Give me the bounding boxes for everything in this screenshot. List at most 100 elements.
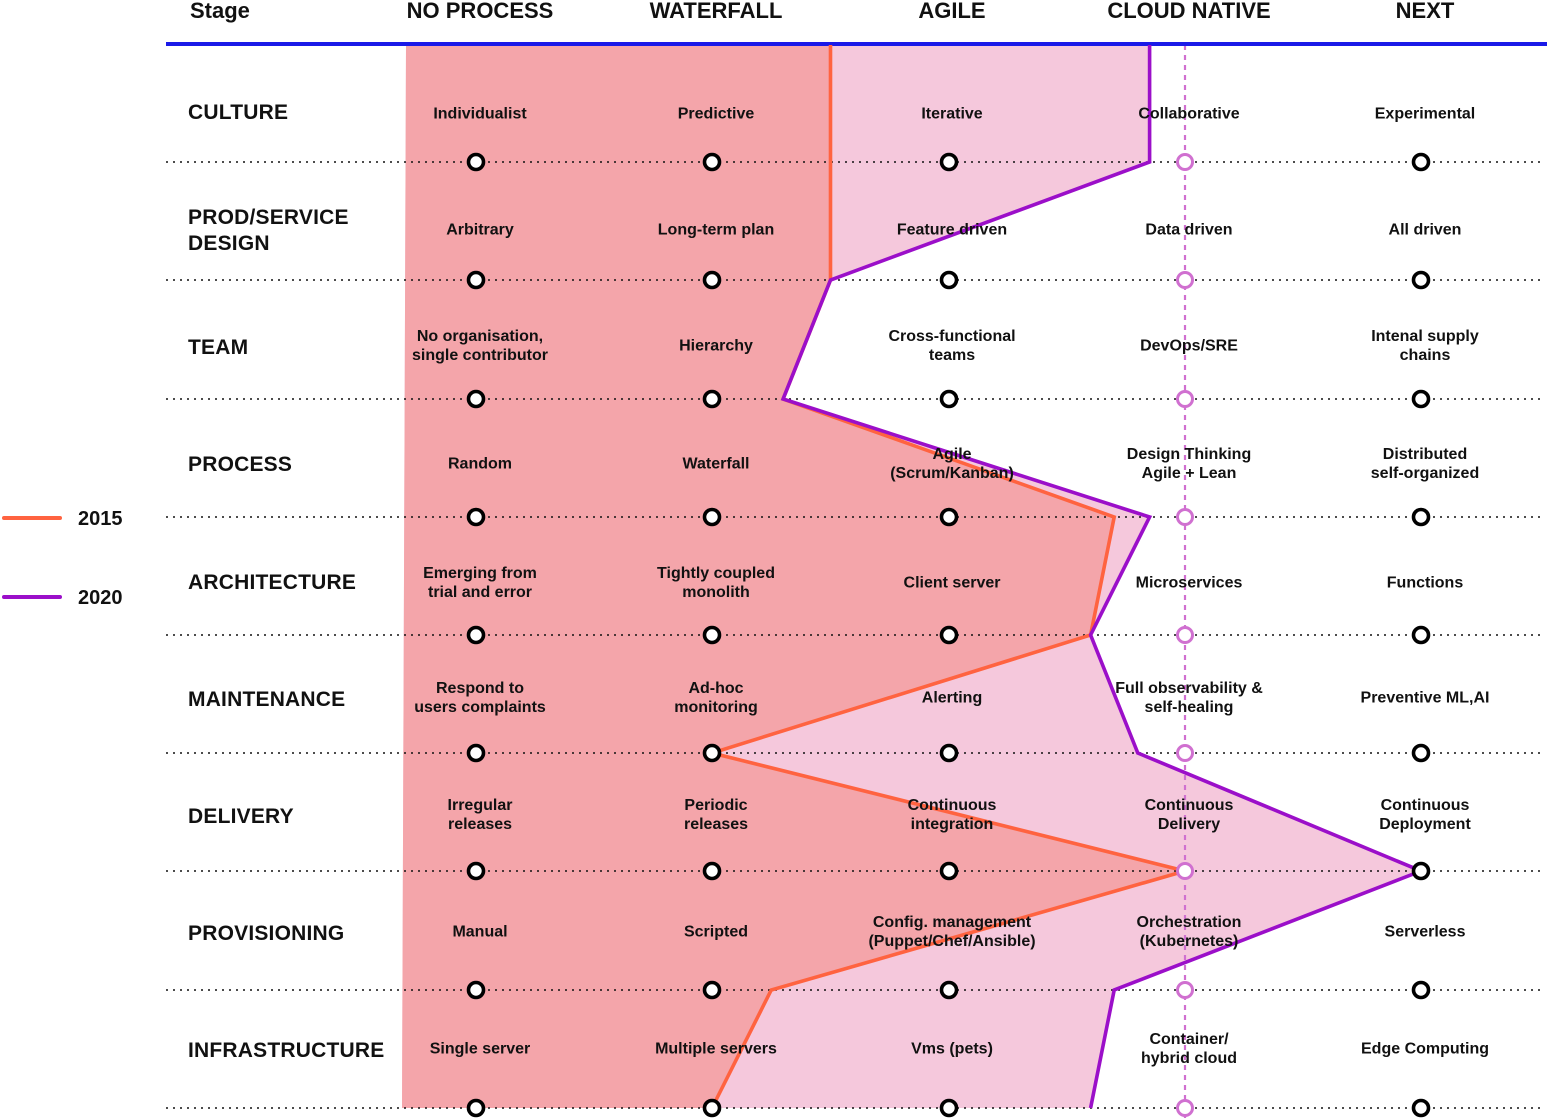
stage-marker bbox=[702, 980, 722, 1000]
stage-cell: Functions bbox=[1386, 574, 1464, 592]
stage-marker bbox=[702, 625, 722, 645]
cloud-native-marker bbox=[1176, 626, 1194, 644]
row-label: PROCESS bbox=[188, 453, 293, 476]
stage-cell: Arbitrary bbox=[446, 221, 514, 239]
stage-cell: Respond to users complaints bbox=[414, 680, 546, 716]
stage-cell: Iterative bbox=[921, 105, 983, 123]
stage-cell: Intenal supply chains bbox=[1371, 328, 1479, 364]
stage-cell: Periodic releases bbox=[683, 797, 749, 833]
stage-cell: Config. management (Puppet/Chef/Ansible) bbox=[868, 914, 1036, 950]
stage-cell: Individualist bbox=[433, 105, 527, 123]
stage-marker bbox=[466, 152, 486, 172]
series-line-2020 bbox=[780, 45, 1426, 1109]
row-label: TEAM bbox=[188, 336, 249, 359]
stage-cell: Feature driven bbox=[896, 221, 1008, 239]
stage-cell: Continuous integration bbox=[907, 797, 997, 833]
stage-cell: Container/ hybrid cloud bbox=[1141, 1031, 1237, 1067]
stage-marker bbox=[466, 1098, 486, 1118]
stage-marker bbox=[702, 507, 722, 527]
stage-marker bbox=[466, 980, 486, 1000]
series-line-2015 bbox=[705, 45, 1192, 1109]
cloud-native-marker bbox=[1176, 862, 1194, 880]
column-header: CLOUD NATIVE bbox=[1107, 0, 1271, 23]
stage-marker bbox=[466, 389, 486, 409]
stage-marker bbox=[1411, 270, 1431, 290]
cloud-native-marker bbox=[1176, 271, 1194, 289]
stage-marker bbox=[466, 861, 486, 881]
column-header: WATERFALL bbox=[649, 0, 783, 23]
row-label: PROD/SERVICE DESIGN bbox=[188, 206, 349, 255]
stage-cell: Ad-hoc monitoring bbox=[674, 680, 758, 716]
legend-2020-label: 2020 bbox=[78, 587, 123, 609]
stage-marker bbox=[466, 625, 486, 645]
stage-marker bbox=[702, 1098, 722, 1118]
row-label: ARCHITECTURE bbox=[188, 571, 357, 594]
stage-cell: Microservices bbox=[1135, 574, 1243, 592]
stage-cell: Irregular releases bbox=[447, 797, 513, 833]
stage-marker bbox=[1411, 389, 1431, 409]
stage-marker bbox=[1411, 1098, 1431, 1118]
cloud-native-marker bbox=[1176, 153, 1194, 171]
stage-cell: Tightly coupled monolith bbox=[657, 565, 775, 601]
stage-cell: Client server bbox=[903, 574, 1001, 592]
stage-cell: Edge Computing bbox=[1361, 1040, 1489, 1058]
stage-marker bbox=[939, 625, 959, 645]
stage-cell: Manual bbox=[452, 923, 508, 941]
stage-cell: All driven bbox=[1388, 221, 1462, 239]
stage-marker bbox=[939, 270, 959, 290]
stage-cell: Orchestration (Kubernetes) bbox=[1136, 914, 1242, 950]
stage-marker bbox=[466, 270, 486, 290]
cloud-native-marker bbox=[1176, 744, 1194, 762]
stage-cell: Vms (pets) bbox=[911, 1040, 993, 1058]
stage-header: Stage bbox=[190, 0, 250, 23]
stage-cell: Collaborative bbox=[1138, 105, 1240, 123]
column-header: AGILE bbox=[918, 0, 986, 23]
column-header: NEXT bbox=[1395, 0, 1455, 23]
stage-marker bbox=[702, 861, 722, 881]
stage-marker bbox=[1411, 152, 1431, 172]
stage-cell: Serverless bbox=[1384, 923, 1466, 941]
stage-cell: Cross-functional teams bbox=[888, 328, 1016, 364]
stage-cell: Distributed self-organized bbox=[1370, 446, 1480, 482]
stage-cell: Experimental bbox=[1374, 105, 1476, 123]
stage-marker bbox=[1411, 625, 1431, 645]
column-header: NO PROCESS bbox=[406, 0, 554, 23]
stage-marker bbox=[702, 270, 722, 290]
stage-cell: Hierarchy bbox=[679, 337, 753, 355]
cloud-native-marker bbox=[1176, 390, 1194, 408]
stage-marker bbox=[939, 1098, 959, 1118]
cloud-native-marker bbox=[1176, 508, 1194, 526]
stage-cell: Continuous Deployment bbox=[1379, 797, 1471, 833]
stage-marker bbox=[702, 743, 722, 763]
legend-2015-line bbox=[2, 516, 62, 520]
stage-marker bbox=[939, 980, 959, 1000]
stage-cell: Alerting bbox=[921, 689, 983, 707]
legend-2015-label: 2015 bbox=[78, 508, 123, 530]
stage-cell: Single server bbox=[429, 1040, 531, 1058]
stage-cell: Waterfall bbox=[682, 455, 750, 473]
stage-cell: Full observability & self-healing bbox=[1115, 680, 1263, 716]
stage-marker bbox=[1411, 980, 1431, 1000]
legend-2020-line bbox=[2, 595, 62, 599]
stage-marker bbox=[1411, 861, 1431, 881]
stage-cell: Predictive bbox=[677, 105, 755, 123]
stage-cell: No organisation, single contributor bbox=[412, 328, 548, 364]
stage-cell: Scripted bbox=[683, 923, 748, 941]
row-label: MAINTENANCE bbox=[188, 688, 346, 711]
row-label: INFRASTRUCTURE bbox=[188, 1039, 385, 1062]
stage-marker bbox=[939, 152, 959, 172]
stage-marker bbox=[1411, 507, 1431, 527]
stage-cell: DevOps/SRE bbox=[1140, 337, 1238, 355]
stage-cell: Design Thinking Agile + Lean bbox=[1126, 446, 1252, 482]
stage-marker bbox=[939, 861, 959, 881]
row-label: PROVISIONING bbox=[188, 922, 345, 945]
stage-cell: Agile (Scrum/Kanban) bbox=[890, 446, 1014, 482]
cloud-native-marker bbox=[1176, 1099, 1194, 1117]
stage-marker bbox=[702, 152, 722, 172]
stage-marker bbox=[466, 507, 486, 527]
stage-cell: Long-term plan bbox=[657, 221, 775, 239]
stage-cell: Data driven bbox=[1145, 221, 1233, 239]
stage-marker bbox=[939, 743, 959, 763]
row-label: CULTURE bbox=[188, 101, 289, 124]
